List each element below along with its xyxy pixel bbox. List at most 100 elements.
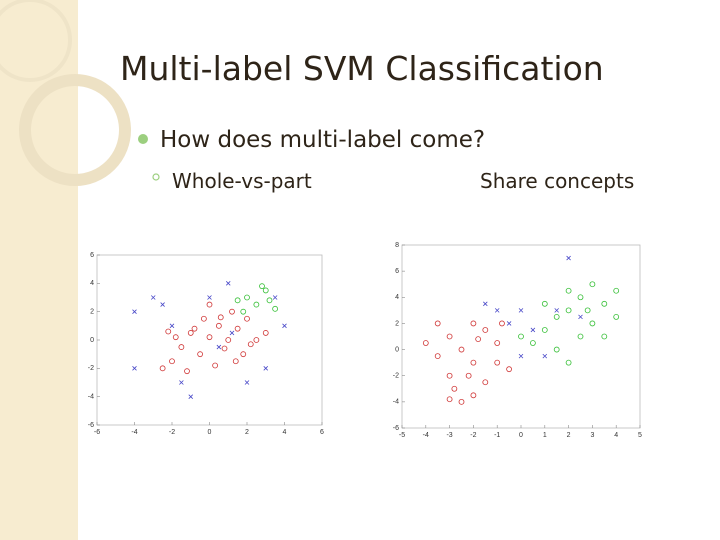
point [482,379,489,386]
point [234,325,241,332]
point [197,351,204,358]
point [482,327,489,333]
point [434,320,441,327]
point [434,353,441,360]
x-tick-label: -3 [446,432,452,439]
point [565,359,572,366]
point [253,301,260,308]
point [494,308,500,313]
decor-ring [19,74,131,186]
point [178,344,185,350]
y-tick-label: -6 [88,422,94,429]
point [565,307,572,314]
point [589,281,596,288]
point [253,337,260,343]
point [206,334,213,341]
x-tick-label: 4 [614,432,618,439]
point [225,281,231,286]
point [184,368,190,375]
y-tick-label: -2 [393,373,399,380]
x-tick-label: 6 [320,429,324,436]
sub-bullet-text: Share concepts [480,169,634,193]
point [601,300,608,307]
point [150,295,156,300]
point [240,351,247,358]
point [470,359,477,366]
point [541,300,548,307]
point [553,313,560,320]
x-tick-label: 0 [208,429,212,436]
point [272,295,278,300]
point [553,346,560,353]
point [577,333,584,340]
point [263,366,269,371]
point [542,353,548,359]
point [262,287,269,294]
sub-bullet-text: Whole-vs-part [172,169,312,193]
point [518,308,524,313]
x-tick-label: -5 [399,432,405,439]
point [470,320,477,327]
point [229,330,235,336]
slide-title: Multi-label SVM Classification [120,49,604,88]
point [262,330,269,336]
point [446,372,453,379]
y-tick-label: 8 [395,242,399,249]
point [518,353,524,359]
x-tick-label: 4 [283,429,287,436]
y-tick-label: 4 [395,294,399,301]
y-tick-label: -4 [88,394,94,401]
point [244,315,250,322]
point [179,380,184,385]
y-tick-label: 0 [90,337,94,344]
point [221,345,228,352]
point [159,365,166,372]
point [458,346,465,353]
point [132,366,137,371]
point [451,385,458,392]
point [530,327,536,333]
point [499,320,505,327]
point [613,287,620,294]
y-tick-label: 6 [395,268,399,275]
point [475,336,482,343]
point [132,309,137,314]
point [200,315,207,322]
point [554,308,559,313]
y-tick-label: -2 [88,365,94,372]
point [244,294,250,301]
y-tick-label: 2 [395,320,399,327]
y-tick-label: 0 [395,346,399,353]
y-tick-label: 6 [90,252,94,259]
point [160,302,165,307]
decor-ring [0,0,72,82]
point [206,301,213,308]
point [578,314,583,320]
point [216,344,222,350]
point [530,340,536,346]
point [446,396,453,403]
y-tick-label: -4 [393,399,399,406]
point [613,313,620,320]
x-tick-label: -2 [470,432,476,439]
point [422,340,429,346]
bullet-dot [138,134,148,144]
sub-bullet-dot [152,173,160,181]
point [215,322,222,329]
x-tick-label: 2 [567,432,571,439]
point [494,359,501,366]
point [272,305,279,312]
x-tick-label: -6 [94,429,100,436]
point [601,333,608,340]
plot-frame [401,244,641,429]
x-tick-label: 5 [638,432,642,439]
point [187,330,194,336]
point [470,392,477,399]
point [282,323,287,329]
point [566,255,571,261]
y-tick-label: 2 [90,309,94,316]
point [506,321,512,326]
bullet-text: How does multi-label come? [160,127,485,153]
point [266,297,273,304]
